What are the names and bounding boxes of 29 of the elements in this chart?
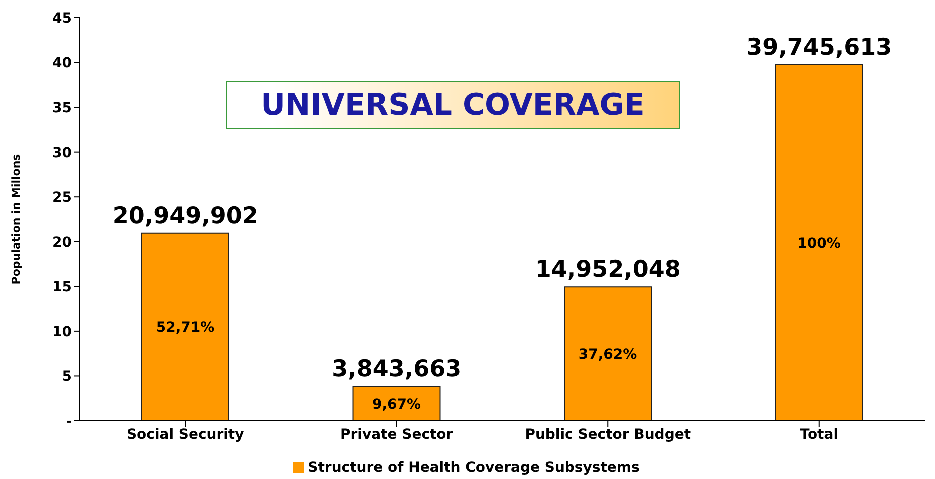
y-tick-label: 35 <box>52 100 72 117</box>
annotation: 20,949,902 <box>112 203 258 230</box>
bar <box>142 232 230 421</box>
bar <box>564 286 652 421</box>
x-tick-label: Public Sector Budget <box>525 426 692 443</box>
y-tick-label: 45 <box>52 10 72 27</box>
y-tick-label: 40 <box>52 56 72 72</box>
y-tick-label: - <box>66 414 72 430</box>
annotation: 9,67% <box>372 396 422 413</box>
annotation: 37,62% <box>578 347 638 364</box>
y-axis-title: Population in Millons <box>10 154 23 285</box>
y-tick-label: 20 <box>52 234 72 251</box>
annotation: 3,843,663 <box>332 356 462 383</box>
y-tick-label: 10 <box>52 324 72 340</box>
annotation: 14,952,048 <box>535 257 681 284</box>
x-tick-label: Social Security <box>126 426 244 443</box>
y-tick-label: 15 <box>52 280 72 296</box>
x-tick-label: Private Sector <box>340 426 454 443</box>
legend-label: Structure of Health Coverage Subsystems <box>308 460 640 476</box>
annotation: 52,71% <box>156 320 215 336</box>
x-tick-label: Total <box>800 426 838 443</box>
y-tick-label: 25 <box>52 190 72 206</box>
y-tick-label: 5 <box>62 369 72 386</box>
annotation: 39,745,613 <box>746 35 892 62</box>
y-tick-label: 30 <box>52 145 72 162</box>
bar <box>775 64 864 421</box>
annotation: 100% <box>798 236 841 252</box>
text: UNIVERSAL COVERAGE <box>261 88 645 122</box>
bar <box>352 386 441 421</box>
